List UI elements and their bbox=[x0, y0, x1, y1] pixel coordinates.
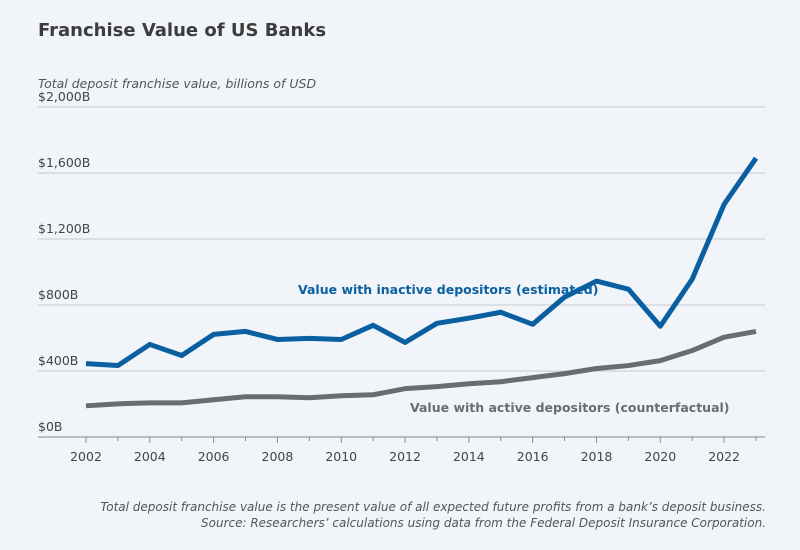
chart-note: Total deposit franchise value is the pre… bbox=[100, 500, 766, 514]
series-label: Value with active depositors (counterfac… bbox=[410, 400, 730, 415]
series-line bbox=[85, 156, 759, 369]
series-line bbox=[85, 328, 757, 409]
x-tick-label: 2012 bbox=[389, 449, 421, 464]
y-tick-label: $400B bbox=[38, 353, 78, 368]
x-tick-label: 2006 bbox=[198, 449, 230, 464]
y-tick-label: $0B bbox=[38, 419, 62, 434]
y-tick-label: $2,000B bbox=[38, 89, 90, 104]
x-tick-label: 2018 bbox=[581, 449, 613, 464]
chart-title: Franchise Value of US Banks bbox=[38, 20, 327, 41]
x-tick-label: 2014 bbox=[453, 449, 485, 464]
chart-source: Source: Researchers’ calculations using … bbox=[201, 516, 766, 530]
x-tick-label: 2020 bbox=[644, 449, 676, 464]
x-tick-label: 2022 bbox=[708, 449, 740, 464]
series-label: Value with inactive depositors (estimate… bbox=[298, 282, 598, 297]
x-tick-label: 2016 bbox=[517, 449, 549, 464]
x-tick-label: 2004 bbox=[134, 449, 166, 464]
y-tick-label: $800B bbox=[38, 287, 78, 302]
y-tick-label: $1,200B bbox=[38, 221, 90, 236]
x-tick-label: 2002 bbox=[70, 449, 102, 464]
x-tick-label: 2008 bbox=[262, 449, 294, 464]
chart-subtitle: Total deposit franchise value, billions … bbox=[38, 76, 317, 91]
x-tick-label: 2010 bbox=[325, 449, 357, 464]
y-tick-label: $1,600B bbox=[38, 155, 90, 170]
